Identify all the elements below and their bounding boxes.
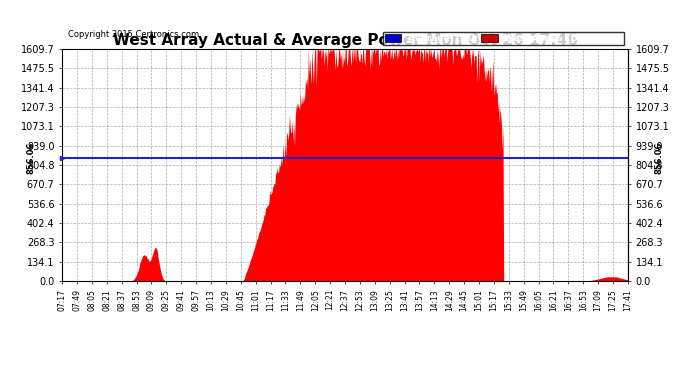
Text: 856.06: 856.06	[655, 141, 664, 174]
Title: West Array Actual & Average Power Mon Oct 26 17:46: West Array Actual & Average Power Mon Oc…	[112, 33, 578, 48]
Legend: Average  (DC Watts), West Array  (DC Watts): Average (DC Watts), West Array (DC Watts…	[383, 32, 624, 45]
Text: 856.06: 856.06	[26, 141, 35, 174]
Text: Copyright 2015 Certronics.com: Copyright 2015 Certronics.com	[68, 30, 199, 39]
